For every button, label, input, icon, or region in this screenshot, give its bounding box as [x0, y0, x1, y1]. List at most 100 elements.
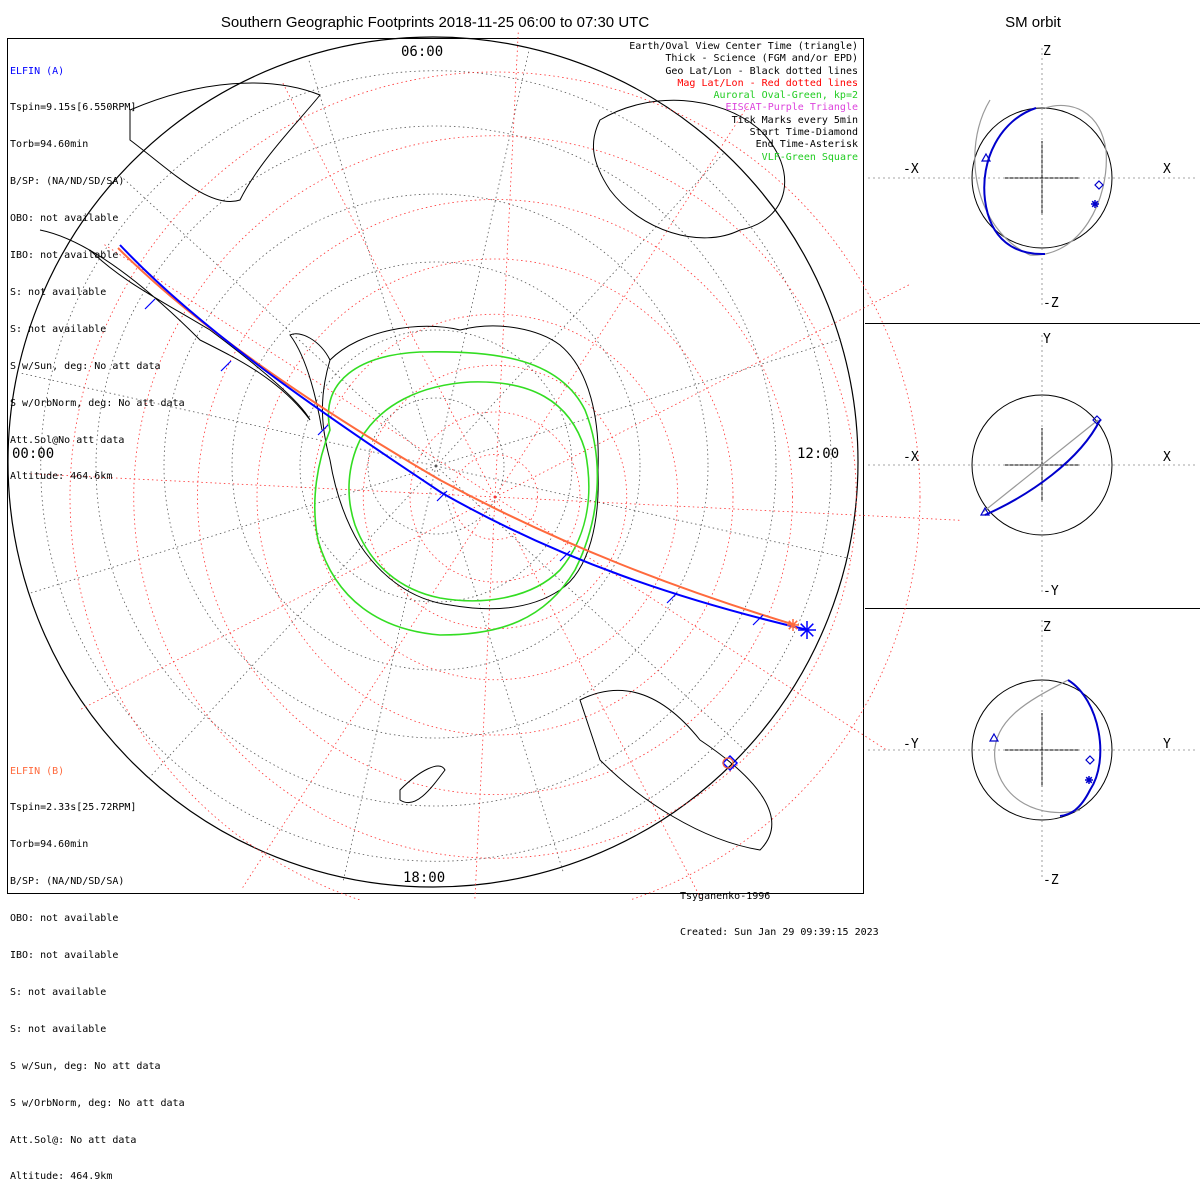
mag-meridian-line: [102, 242, 496, 498]
sat-a-line: S: not available: [10, 323, 107, 335]
sm1-orbit-a: [983, 107, 1046, 256]
mag-meridian-line: [281, 80, 496, 498]
sat-b-name: ELFIN (B): [10, 765, 65, 777]
sm3-orbit-b: [994, 679, 1081, 814]
mag-latitude-line: [409, 411, 581, 583]
sm-start-diamond: [1094, 180, 1104, 190]
legend-item: Mag Lat/Lon - Red dotted lines: [677, 77, 858, 89]
geo-meridian-line: [342, 465, 437, 881]
sat-b-line: Tspin=2.33s[25.72RPM]: [10, 802, 137, 814]
sat-b-line: IBO: not available: [10, 950, 119, 962]
sat-b-line: S w/Sun, deg: No att data: [10, 1060, 161, 1072]
sat-a-line: OBO: not available: [10, 213, 119, 225]
geo-latitude-line: [40, 70, 832, 862]
sm-view-triangle: [988, 732, 1000, 742]
sat-b-info: ELFIN (B) Tspin=2.33s[25.72RPM] Torb=94.…: [10, 741, 185, 1196]
geo-meridian-line: [435, 338, 842, 467]
mag-meridian-line: [28, 473, 496, 498]
sat-b-line: Altitude: 464.9km: [10, 1171, 113, 1183]
sat-a-line: S w/OrbNorm, deg: No att data: [10, 397, 185, 409]
sm-end-asterisk: [1085, 776, 1093, 784]
sm3-down-label: -Z: [1043, 873, 1059, 888]
legend-item: EISCAT-Purple Triangle: [725, 102, 858, 114]
hour-label-top: 06:00: [401, 44, 444, 60]
mag-meridian-line: [494, 496, 702, 900]
geo-meridian-line: [21, 372, 437, 467]
sm-orbit-title: SM orbit: [1005, 14, 1061, 31]
mag-latitude-line: [133, 135, 857, 859]
sm-start-diamond: [1085, 755, 1095, 765]
sat-a-tick-mark: [666, 592, 678, 604]
auroral-oval-inner: [348, 381, 590, 602]
geo-meridian-line: [30, 465, 437, 594]
sat-a-line: Altitude: 464.6km: [10, 471, 113, 483]
africa-coastline: [129, 82, 321, 202]
sat-a-line: Torb=94.60min: [10, 139, 89, 151]
sm2-right-label: X: [1163, 450, 1171, 465]
geo-meridian-line: [435, 51, 530, 467]
sat-a-line: S: not available: [10, 286, 107, 298]
sat-a-tick-mark: [220, 360, 232, 372]
mag-latitude-line: [69, 71, 921, 900]
sm-start-diamond: [1092, 415, 1102, 425]
sm3-left-label: -Y: [903, 737, 919, 752]
sm3-orbit-a: [1059, 679, 1102, 817]
sm2-orbit-a: [984, 419, 1101, 516]
sm1-up-label: Z: [1043, 44, 1051, 59]
geo-latitude-line: [95, 125, 777, 807]
sat-a-line: IBO: not available: [10, 250, 119, 262]
sat-b-line: S w/OrbNorm, deg: No att data: [10, 1097, 185, 1109]
sm2-orbit-b: [982, 419, 1099, 513]
sat-b-end-asterisk: [788, 620, 798, 630]
geo-meridian-line: [148, 465, 437, 780]
geo-meridian-line: [435, 152, 724, 467]
hour-label-bottom: 18:00: [403, 870, 446, 886]
sat-b-start-marker: [722, 757, 734, 769]
sat-b-line: S: not available: [10, 1023, 107, 1035]
south-america-coastline: [39, 229, 311, 421]
sm-panel-xy: [865, 323, 1200, 609]
sat-a-line: Att.Sol@No att data: [10, 434, 125, 446]
sm-view-triangle: [980, 152, 992, 162]
legend: Earth/Oval View Center Time (triangle) T…: [629, 41, 858, 164]
sat-b-line: S: not available: [10, 986, 107, 998]
new-zealand-coastline: [579, 689, 773, 851]
geo-latitude-line: [367, 397, 505, 535]
sm2-up-label: Y: [1043, 332, 1051, 347]
antarctic-peninsula: [289, 333, 331, 431]
island-coastline: [399, 765, 446, 804]
geo-latitude-line: [163, 193, 709, 739]
sat-a-tick-mark: [436, 490, 448, 502]
plot-title: Southern Geographic Footprints 2018-11-2…: [220, 14, 650, 31]
hour-label-left: 00:00: [12, 446, 55, 462]
sm-end-asterisk: [1091, 200, 1099, 208]
australia-coastline: [592, 99, 786, 239]
legend-item: End Time-Asterisk: [755, 139, 858, 151]
geo-meridian-line: [435, 465, 750, 754]
sat-a-end-asterisk: [800, 623, 814, 637]
globe-outline: [7, 36, 859, 888]
legend-item: Thick - Science (FGM and/or EPD): [665, 53, 858, 65]
sm1-left-label: -X: [903, 162, 919, 177]
sat-b-track: [117, 247, 796, 626]
sat-b-line: Att.Sol@: No att data: [10, 1134, 137, 1146]
mag-latitude-line: [197, 199, 793, 795]
mag-latitude-line: [311, 313, 679, 681]
sm1-down-label: -Z: [1043, 296, 1059, 311]
sm2-left-label: -X: [903, 450, 919, 465]
mag-meridian-line: [494, 496, 962, 521]
geo-meridian-line: [435, 465, 564, 872]
legend-item: Geo Lat/Lon - Black dotted lines: [665, 65, 858, 77]
legend-item: Start Time-Diamond: [749, 127, 858, 139]
sm3-up-label: Z: [1043, 620, 1051, 635]
created-timestamp: Created: Sun Jan 29 09:39:15 2023: [680, 927, 879, 939]
sm1-orbit-b: [974, 99, 1107, 256]
sm2-down-label: -Y: [1043, 584, 1059, 599]
legend-item: Auroral Oval-Green, kp=2: [713, 90, 859, 102]
sat-a-tick-mark: [317, 424, 329, 436]
polar-map: [7, 30, 1198, 900]
sat-a-line: S w/Sun, deg: No att data: [10, 360, 161, 372]
mag-latitude-line: [362, 364, 628, 630]
sat-b-line: B/SP: (NA/ND/SD/SA): [10, 876, 125, 888]
geo-meridian-line: [308, 60, 437, 467]
